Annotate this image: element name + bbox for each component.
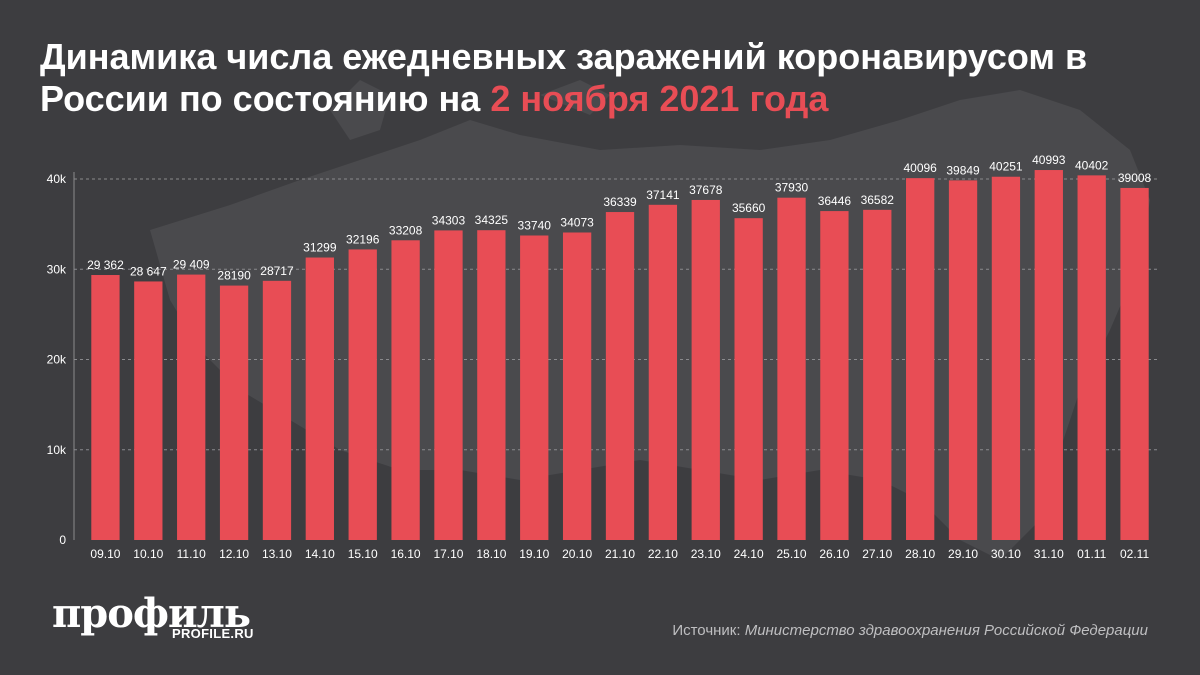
bar xyxy=(348,249,377,541)
value-labels: 29 362 28 647 29 409 28190 28717 31299 32196 33… xyxy=(87,153,1151,283)
bar-value-label: 36582 xyxy=(861,193,895,207)
bar xyxy=(562,232,592,540)
bar-value-label: 40402 xyxy=(1075,158,1109,172)
bar xyxy=(434,230,463,541)
bar xyxy=(820,211,849,541)
bar-value-label: 31299 xyxy=(303,241,337,255)
x-tick-label: 12.10 xyxy=(219,547,249,561)
bar-value-label: 28717 xyxy=(260,264,294,278)
bar xyxy=(1120,187,1149,540)
bar xyxy=(948,180,978,540)
bar-value-label: 39849 xyxy=(946,163,980,177)
bar xyxy=(305,257,334,540)
x-tick-label: 15.10 xyxy=(348,547,378,561)
x-tick-label: 21.10 xyxy=(605,547,635,561)
bar xyxy=(134,281,163,540)
bar-value-label: 28190 xyxy=(217,269,251,283)
bar-value-label: 40096 xyxy=(903,161,937,175)
bar xyxy=(863,209,892,540)
bars xyxy=(91,170,1149,541)
x-tick-label: 02.11 xyxy=(1120,547,1149,561)
chart-title: Динамика числа ежедневных заражений коро… xyxy=(40,36,1160,120)
bar-value-label: 29 362 xyxy=(87,258,124,272)
x-tick-label: 13.10 xyxy=(262,547,292,561)
source-prefix: Источник: xyxy=(672,622,745,639)
bar-value-label: 39008 xyxy=(1118,171,1152,185)
x-tick-label: 14.10 xyxy=(305,547,335,561)
y-tick-label: 40k xyxy=(47,172,67,186)
bar-value-label: 28 647 xyxy=(130,264,167,278)
title-date-highlight: 2 ноября 2021 года xyxy=(490,78,829,119)
bar xyxy=(177,274,206,540)
x-tick-label: 26.10 xyxy=(819,547,849,561)
bar-value-label: 34325 xyxy=(475,213,509,227)
x-tick-label: 01.11 xyxy=(1077,547,1106,561)
bar xyxy=(262,280,292,540)
bar-value-label: 35660 xyxy=(732,201,766,215)
bar-value-label: 40251 xyxy=(989,160,1023,174)
bar-value-label: 33208 xyxy=(389,223,423,237)
x-tick-label: 27.10 xyxy=(862,547,892,561)
x-tick-label: 10.10 xyxy=(133,547,163,561)
bar-value-label: 29 409 xyxy=(173,258,210,272)
x-tick-label: 23.10 xyxy=(691,547,721,561)
bar xyxy=(691,199,720,540)
x-tick-label: 11.10 xyxy=(177,547,206,561)
bar xyxy=(391,240,420,541)
bar xyxy=(734,218,763,540)
bar xyxy=(991,176,1021,540)
x-axis-ticks: 09.10 10.10 11.10 12.10 13.10 14.10 15.10 16.10… xyxy=(90,547,1149,561)
x-tick-label: 09.10 xyxy=(90,547,120,561)
bar-value-label: 34073 xyxy=(560,215,594,229)
bar-value-label: 40993 xyxy=(1032,153,1066,167)
x-tick-label: 25.10 xyxy=(777,547,807,561)
y-axis-ticks: 0 10k 20k 30k 40k xyxy=(47,172,67,547)
y-tick-label: 10k xyxy=(47,443,67,457)
x-tick-label: 24.10 xyxy=(734,547,764,561)
bar xyxy=(477,230,506,541)
bar-value-label: 32196 xyxy=(346,232,380,246)
x-tick-label: 17.10 xyxy=(433,547,463,561)
profile-logo: профиль xyxy=(52,590,251,637)
bar-value-label: 37678 xyxy=(689,183,723,197)
x-tick-label: 22.10 xyxy=(648,547,678,561)
x-tick-label: 30.10 xyxy=(991,547,1021,561)
profile-logo-url: PROFILE.RU xyxy=(172,626,254,641)
y-tick-label: 0 xyxy=(59,533,66,547)
bar xyxy=(605,212,635,540)
x-tick-label: 18.10 xyxy=(476,547,506,561)
bar-value-label: 37930 xyxy=(775,181,809,195)
y-tick-label: 30k xyxy=(47,262,67,276)
x-tick-label: 16.10 xyxy=(391,547,421,561)
bar-value-label: 34303 xyxy=(432,213,466,227)
bar xyxy=(1034,170,1063,540)
title-main: Динамика числа ежедневных заражений коро… xyxy=(40,36,1088,119)
bar-value-label: 36446 xyxy=(818,194,852,208)
x-tick-label: 28.10 xyxy=(905,547,935,561)
y-tick-label: 20k xyxy=(47,353,67,367)
source-name: Министерство здравоохранения Российской … xyxy=(744,622,1148,639)
bar xyxy=(906,178,935,540)
bar-value-label: 33740 xyxy=(518,218,552,232)
x-tick-label: 20.10 xyxy=(562,547,592,561)
x-tick-label: 31.10 xyxy=(1034,547,1064,561)
source-note: Источник: Министерство здравоохранения Р… xyxy=(672,622,1148,639)
bar xyxy=(777,197,806,540)
bar xyxy=(1077,175,1106,540)
bar-value-label: 37141 xyxy=(646,188,680,202)
x-tick-label: 19.10 xyxy=(519,547,549,561)
bar xyxy=(219,285,249,540)
bar xyxy=(520,235,549,540)
bar-value-label: 36339 xyxy=(603,195,637,209)
x-tick-label: 29.10 xyxy=(948,547,978,561)
bar xyxy=(648,204,678,540)
bar xyxy=(91,275,120,540)
